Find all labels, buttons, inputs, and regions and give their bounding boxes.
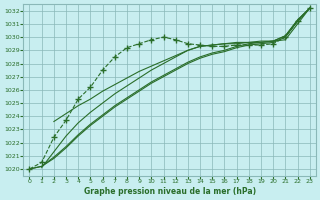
X-axis label: Graphe pression niveau de la mer (hPa): Graphe pression niveau de la mer (hPa) (84, 187, 256, 196)
